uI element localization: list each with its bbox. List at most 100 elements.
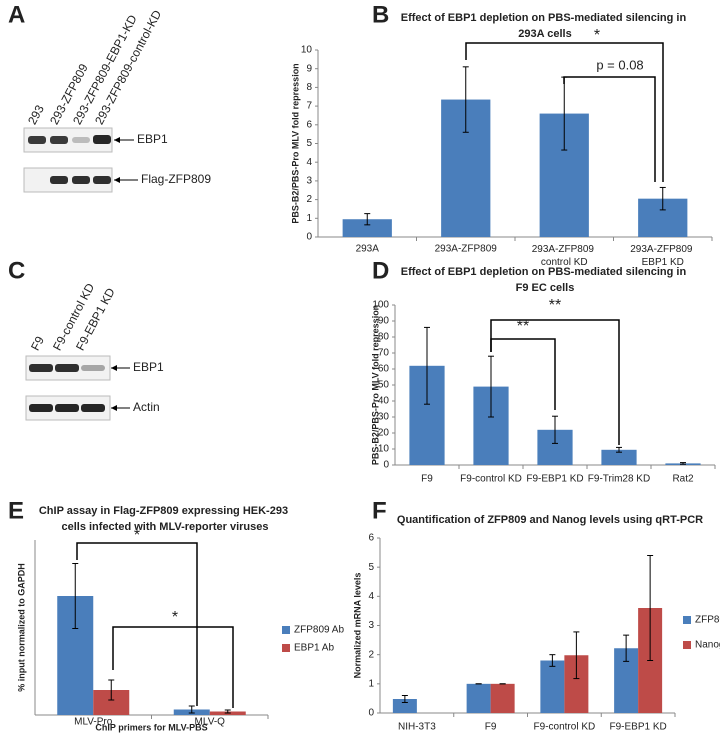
band-label: EBP1 — [133, 360, 164, 374]
blot-c: F9 F9-control KD F9-EBP1 KD EBP1 Actin — [25, 281, 164, 421]
y-tick-label: 90 — [378, 316, 390, 327]
annotation: * — [594, 27, 600, 44]
y-tick-label: 50 — [378, 380, 390, 391]
y-tick-label: 2 — [368, 649, 374, 660]
band — [72, 137, 90, 143]
y-tick-label: 10 — [378, 444, 390, 455]
chart-title: Effect of EBP1 depletion on PBS-mediated… — [401, 12, 689, 40]
x-tick-label: 293A-ZFP809 control KD — [532, 244, 597, 268]
y-tick-label: 3 — [306, 176, 312, 187]
bar — [392, 699, 417, 713]
y-tick-label: 0 — [368, 708, 374, 719]
arrow-head — [114, 137, 120, 143]
band-label: Actin — [133, 400, 160, 414]
bar — [342, 219, 392, 237]
y-tick-label: 5 — [306, 138, 312, 149]
panel-label: D — [372, 257, 389, 284]
band — [55, 364, 79, 372]
y-tick-label: 70 — [378, 348, 390, 359]
bar — [601, 449, 637, 465]
panel-label: C — [8, 257, 25, 284]
y-tick-label: 7 — [306, 101, 312, 112]
band — [72, 176, 90, 184]
y-tick-label: 60 — [378, 364, 390, 375]
x-axis-label: ChIP primers for MLV-PBS — [95, 722, 207, 732]
band — [93, 135, 111, 144]
x-tick-label: MLV-Q — [195, 717, 226, 728]
blot-a: 293 293-ZFP809 293-ZFP809-EBP1-KD 293-ZF… — [23, 8, 211, 193]
y-tick-label: 1 — [368, 678, 374, 689]
legend-label: EBP1 Ab — [294, 643, 334, 654]
significance-bracket — [112, 626, 234, 708]
y-tick-label: 5 — [368, 562, 374, 573]
band — [81, 365, 105, 371]
y-tick-label: 10 — [301, 45, 313, 56]
band — [93, 176, 111, 184]
x-tick-label: 293A — [356, 244, 380, 255]
significance-bracket — [76, 542, 198, 706]
band-label: EBP1 — [137, 132, 168, 146]
panel-label: E — [8, 497, 24, 524]
y-tick-label: 9 — [306, 63, 312, 74]
x-tick-label: NIH-3T3 — [398, 722, 436, 733]
y-tick-label: 100 — [372, 300, 389, 311]
y-tick-label: 2 — [306, 194, 312, 205]
bar — [466, 683, 491, 713]
x-tick-label: 293A-ZFP809 — [435, 244, 498, 255]
y-tick-label: 1 — [306, 213, 312, 224]
arrow-head — [111, 365, 117, 371]
band-label: Flag-ZFP809 — [141, 172, 211, 186]
legend-label: ZFP809 Ab — [294, 625, 344, 636]
x-tick-label: F9 — [485, 722, 497, 733]
x-tick-label: F9-control KD — [460, 474, 522, 485]
arrow-head — [111, 405, 117, 411]
annotation: * — [172, 609, 178, 626]
band — [28, 136, 46, 144]
panel-label: F — [372, 497, 387, 524]
bar — [490, 683, 515, 713]
legend-label: ZFP809 — [695, 615, 720, 626]
annotation: ** — [517, 318, 529, 335]
x-tick-label: Rat2 — [672, 474, 694, 485]
significance-bracket — [563, 76, 656, 182]
band — [50, 176, 68, 184]
x-tick-label: F9-Trim28 KD — [588, 474, 650, 485]
x-tick-label: F9 — [421, 474, 433, 485]
y-tick-label: 8 — [306, 82, 312, 93]
y-tick-label: 0 — [306, 232, 312, 243]
y-tick-label: 20 — [378, 428, 390, 439]
panel-label: B — [372, 1, 389, 28]
lane-label: F9 — [28, 334, 47, 353]
band — [55, 404, 79, 412]
annotation: ** — [549, 297, 561, 314]
lane-label: 293 — [25, 102, 47, 127]
chart-title: Effect of EBP1 depletion on PBS-mediated… — [401, 266, 689, 294]
band — [50, 136, 68, 144]
significance-bracket — [490, 338, 556, 410]
legend-swatch — [683, 616, 691, 624]
y-tick-label: 3 — [368, 620, 374, 631]
y-axis-label: % input normalized to GAPDH — [16, 563, 26, 692]
y-tick-label: 40 — [378, 396, 390, 407]
x-tick-label: F9-EBP1 KD — [526, 474, 583, 485]
x-tick-label: F9-control KD — [534, 722, 596, 733]
y-tick-label: 0 — [383, 460, 389, 471]
significance-bracket — [490, 319, 620, 445]
band — [81, 404, 105, 412]
y-tick-label: 30 — [378, 412, 390, 423]
x-tick-label: F9-EBP1 KD — [610, 722, 667, 733]
band — [29, 364, 53, 372]
y-axis-label: PBS-B2/PBS-Pro MLV fold repression — [290, 63, 300, 223]
y-axis-label: Normalized mRNA levels — [352, 573, 362, 679]
band — [29, 404, 53, 412]
y-tick-label: 4 — [368, 591, 374, 602]
arrow-head — [114, 177, 120, 183]
legend-swatch — [282, 644, 290, 652]
annotation: p = 0.08 — [596, 57, 643, 72]
y-tick-label: 6 — [306, 119, 312, 130]
chart-title: ChIP assay in Flag-ZFP809 expressing HEK… — [39, 505, 291, 533]
panel-label: A — [8, 1, 25, 28]
annotation: * — [134, 527, 140, 544]
significance-bracket — [465, 42, 664, 182]
